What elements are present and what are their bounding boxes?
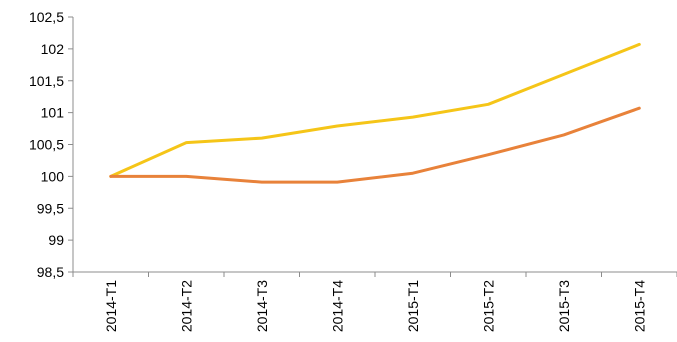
x-tick-label: 2015-T1 xyxy=(405,280,421,332)
y-tick-label: 101,5 xyxy=(29,73,64,89)
x-tick-label: 2014-T2 xyxy=(178,280,194,332)
axes: 98,5 99 99,5 100 100,5 101 101,5 102 102,5 2014-T… xyxy=(29,9,677,332)
y-tick-label: 101 xyxy=(41,105,65,121)
series-line-1 xyxy=(109,42,641,178)
y-tick-label: 102 xyxy=(41,41,65,57)
x-tick-label: 2014-T4 xyxy=(329,280,345,332)
x-tick-label: 2014-T3 xyxy=(254,280,270,332)
x-tick-label: 2015-T4 xyxy=(631,280,647,332)
y-tick-label: 102,5 xyxy=(29,9,64,25)
series-line-2 xyxy=(109,106,641,184)
x-tick-label: 2015-T2 xyxy=(480,280,496,332)
x-tick-label: 2015-T3 xyxy=(556,280,572,332)
y-tick-label: 99,5 xyxy=(37,200,64,216)
x-tick-label: 2014-T1 xyxy=(103,280,119,332)
series-layer xyxy=(109,42,641,184)
y-tick-label: 100,5 xyxy=(29,137,64,153)
y-tick-label: 100 xyxy=(41,168,65,184)
y-tick-label: 99 xyxy=(48,232,64,248)
y-tick-label: 98,5 xyxy=(37,264,64,280)
